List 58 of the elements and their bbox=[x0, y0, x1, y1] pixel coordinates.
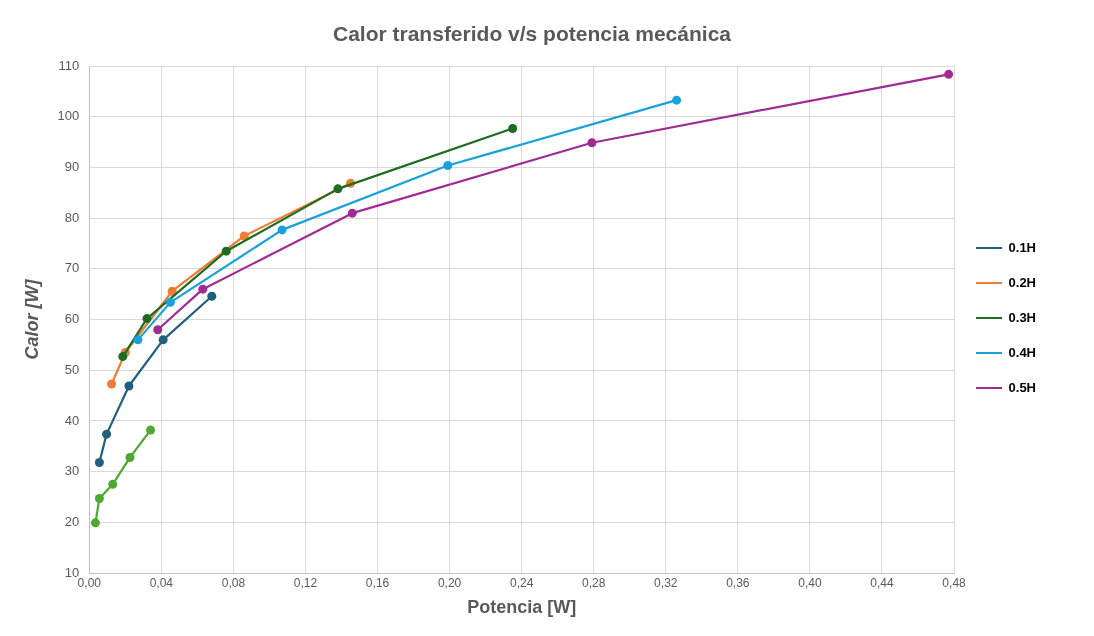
x-tick-label: 0,00 bbox=[77, 575, 102, 590]
point bbox=[102, 429, 112, 439]
x-tick-label: 0,36 bbox=[726, 575, 750, 590]
x-tick-label: 0,08 bbox=[221, 575, 246, 590]
x-tick-label: 0,48 bbox=[942, 575, 967, 590]
point bbox=[108, 479, 118, 489]
x-axis-title: Potencia [W] bbox=[467, 597, 577, 618]
x-tick-label: 0,24 bbox=[509, 575, 534, 590]
y-tick-label: 100 bbox=[57, 108, 80, 124]
point bbox=[347, 208, 357, 218]
point bbox=[142, 314, 152, 324]
point bbox=[107, 379, 117, 389]
y-tick-label: 110 bbox=[58, 57, 80, 73]
point bbox=[90, 518, 100, 528]
y-tick-label: 90 bbox=[64, 159, 80, 175]
chart-title: Calor transferido v/s potencia mecánica bbox=[333, 22, 732, 46]
point bbox=[125, 452, 135, 462]
point bbox=[133, 335, 143, 345]
y-tick-label: 60 bbox=[64, 311, 80, 327]
y-axis-title: Calor [W] bbox=[21, 278, 42, 360]
y-tick-label: 20 bbox=[64, 513, 80, 529]
x-tick-label: 0,32 bbox=[654, 575, 678, 590]
legend-label: 0.5H bbox=[1008, 379, 1037, 395]
y-tick-label: 50 bbox=[64, 361, 80, 377]
point bbox=[198, 284, 208, 294]
point bbox=[94, 494, 104, 503]
point bbox=[587, 138, 597, 148]
legend-label: 0.1H bbox=[1008, 239, 1037, 255]
x-tick-label: 0,16 bbox=[365, 575, 390, 590]
y-tick-label: 40 bbox=[64, 412, 80, 428]
point bbox=[124, 381, 134, 391]
point bbox=[221, 246, 231, 256]
y-tick-label: 70 bbox=[64, 260, 80, 276]
point bbox=[167, 286, 177, 296]
point bbox=[153, 325, 163, 335]
legend-label: 0.3H bbox=[1008, 309, 1037, 325]
x-tick-label: 0,40 bbox=[798, 575, 822, 590]
legend-label: 0.4H bbox=[1008, 344, 1037, 360]
point bbox=[118, 352, 128, 362]
point bbox=[443, 161, 453, 171]
point bbox=[277, 225, 287, 235]
x-tick-label: 0,04 bbox=[149, 575, 174, 590]
x-tick-label: 0,28 bbox=[582, 575, 606, 590]
y-tick-label: 30 bbox=[64, 463, 80, 479]
point bbox=[94, 458, 104, 468]
x-tick-label: 0,44 bbox=[870, 575, 894, 590]
y-tick-label: 80 bbox=[64, 209, 80, 225]
x-tick-label: 0,20 bbox=[437, 575, 462, 590]
point bbox=[508, 124, 518, 134]
point bbox=[146, 425, 156, 435]
x-tick-label: 0,12 bbox=[293, 575, 318, 590]
point bbox=[158, 335, 168, 345]
point bbox=[333, 184, 343, 194]
point bbox=[944, 69, 954, 79]
point bbox=[672, 95, 682, 105]
point bbox=[207, 291, 217, 301]
legend-label: 0.2H bbox=[1008, 274, 1037, 290]
point bbox=[165, 297, 175, 307]
